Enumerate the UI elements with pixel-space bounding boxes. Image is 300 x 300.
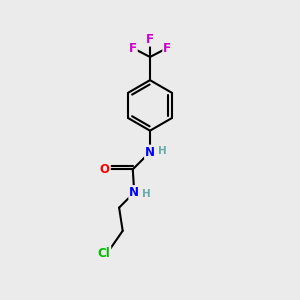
Text: N: N [145, 146, 155, 159]
Text: F: F [163, 42, 171, 55]
Text: N: N [129, 186, 139, 199]
Text: H: H [142, 189, 151, 199]
Text: H: H [158, 146, 167, 157]
Text: F: F [146, 33, 154, 46]
Text: F: F [129, 42, 137, 55]
Text: O: O [100, 163, 110, 176]
Text: Cl: Cl [98, 247, 110, 260]
